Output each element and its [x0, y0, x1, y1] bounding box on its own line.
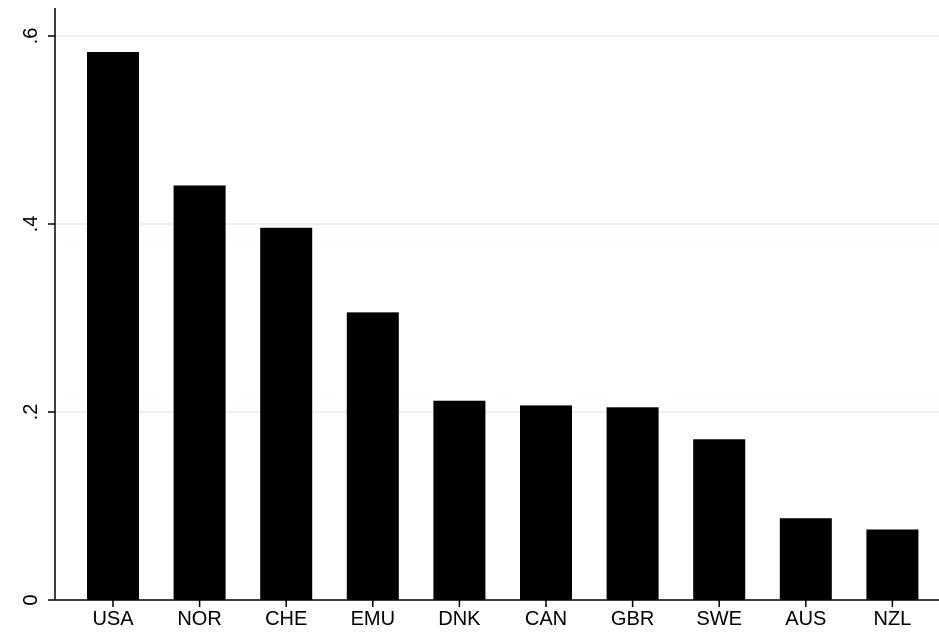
y-tick-label: 0 [20, 594, 42, 605]
bar-dnk [433, 400, 486, 600]
y-tick-label: .4 [20, 216, 42, 233]
y-tick-label: .6 [20, 28, 42, 45]
x-tick-label: NOR [177, 608, 221, 630]
x-tick-label: AUS [785, 608, 826, 630]
bar-swe [693, 439, 746, 600]
bar-gbr [606, 407, 659, 600]
x-tick-label: NZL [874, 608, 912, 630]
bars [87, 51, 919, 601]
x-tick-label: USA [92, 608, 134, 630]
bar-can [520, 405, 572, 600]
x-tick-label: GBR [611, 608, 654, 630]
x-tick-label: CHE [265, 608, 307, 630]
bar-usa [87, 51, 139, 601]
bar-aus [779, 518, 832, 600]
bar-emu [346, 312, 399, 600]
tick-labels: 0 .2 .4 .6 USA NOR CHE EMU DNK CAN GBR SWE AUS NZL [20, 28, 911, 630]
x-tick-label: CAN [525, 608, 567, 630]
x-tick-label: DNK [438, 608, 481, 630]
x-tick-label: EMU [351, 608, 395, 630]
x-tick-label: SWE [696, 608, 742, 630]
y-tick-label: .2 [20, 404, 42, 421]
bar-che [260, 227, 313, 600]
bar-nor [173, 185, 226, 600]
bar-nzl [866, 529, 919, 600]
